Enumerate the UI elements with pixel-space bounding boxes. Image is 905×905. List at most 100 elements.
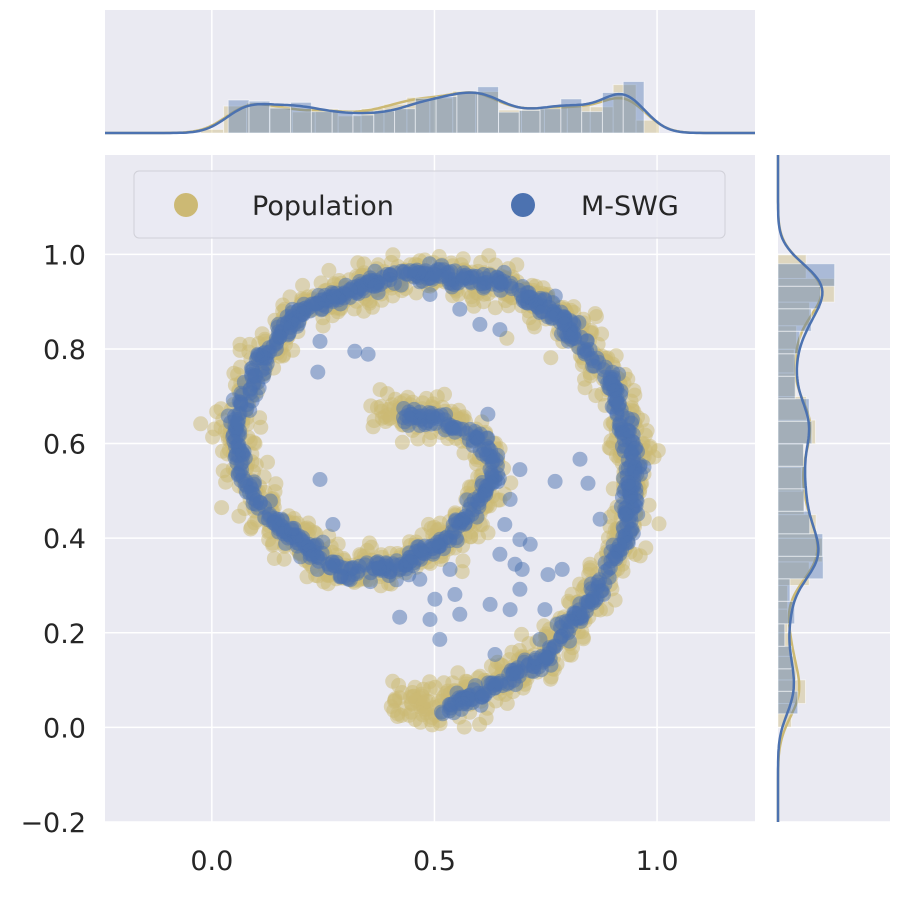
- point-m-swg: [265, 338, 281, 354]
- point-population: [390, 709, 405, 724]
- point-population: [651, 516, 667, 532]
- point-m-swg: [249, 493, 265, 509]
- point-m-swg: [602, 375, 618, 391]
- legend-box: [133, 170, 726, 239]
- point-m-swg: [485, 453, 501, 469]
- right-marginal: [776, 155, 836, 822]
- point-population: [394, 434, 410, 450]
- top-hist-bar-m-swg: [352, 114, 375, 134]
- point-population: [400, 389, 416, 405]
- top-hist-bar-population: [635, 119, 660, 134]
- point-m-swg: [502, 491, 518, 507]
- point-population: [315, 318, 331, 334]
- point-m-swg: [472, 316, 488, 332]
- point-m-swg: [563, 614, 579, 630]
- legend-label-population: Population: [252, 191, 394, 222]
- point-m-swg: [315, 534, 331, 550]
- point-population: [473, 255, 489, 270]
- point-m-swg: [619, 422, 635, 438]
- point-m-swg: [483, 475, 499, 491]
- point-population: [383, 410, 399, 426]
- x-tick-label: 0.0: [190, 846, 233, 877]
- point-m-swg: [441, 703, 457, 719]
- point-m-swg: [412, 571, 428, 587]
- point-m-swg: [447, 587, 463, 602]
- right-hist-bar-m-swg: [777, 308, 812, 332]
- point-population: [385, 288, 401, 304]
- point-population: [365, 419, 381, 435]
- point-m-swg: [621, 479, 637, 495]
- point-population: [478, 710, 494, 726]
- point-m-swg: [476, 687, 492, 703]
- right-hist-bar-m-swg: [777, 623, 786, 647]
- point-m-swg: [367, 278, 383, 294]
- point-m-swg: [452, 301, 468, 317]
- point-population: [193, 416, 209, 432]
- point-m-swg: [554, 561, 570, 577]
- point-m-swg: [492, 322, 508, 338]
- point-m-swg: [620, 460, 636, 476]
- point-m-swg: [612, 537, 627, 553]
- y-tick-label: 0.2: [43, 619, 86, 650]
- point-m-swg: [585, 358, 601, 374]
- point-m-swg: [427, 591, 443, 607]
- point-m-swg: [633, 466, 648, 482]
- point-m-swg: [230, 467, 246, 483]
- top-hist-bar-m-swg: [269, 107, 292, 134]
- point-population: [299, 569, 315, 585]
- point-population: [362, 535, 377, 551]
- top-hist-bar-m-swg: [435, 96, 458, 134]
- point-m-swg: [312, 472, 328, 487]
- right-hist-bar-m-swg: [777, 330, 801, 355]
- point-m-swg: [322, 560, 337, 576]
- point-m-swg: [497, 517, 513, 532]
- point-m-swg: [630, 506, 646, 522]
- point-population: [577, 380, 593, 396]
- point-m-swg: [469, 509, 485, 525]
- point-m-swg: [528, 650, 544, 666]
- tick-labels: 0.0 0.5 1.0 −0.2 0.0 0.2 0.4 0.6 0.8 1.0: [20, 240, 678, 877]
- point-m-swg: [597, 359, 613, 375]
- point-m-swg: [422, 612, 438, 627]
- point-population: [385, 673, 401, 689]
- point-population: [483, 658, 499, 674]
- point-m-swg: [547, 473, 563, 489]
- point-m-swg: [492, 546, 508, 562]
- point-m-swg: [509, 666, 525, 682]
- point-m-swg: [537, 602, 553, 618]
- point-m-swg: [548, 638, 564, 654]
- point-population: [403, 704, 419, 720]
- point-m-swg: [291, 313, 307, 329]
- point-population: [429, 389, 445, 405]
- point-m-swg: [227, 411, 243, 427]
- point-m-swg: [522, 536, 538, 552]
- point-m-swg: [389, 557, 404, 573]
- point-m-swg: [229, 455, 245, 471]
- point-population: [418, 693, 434, 709]
- point-m-swg: [478, 487, 494, 502]
- point-m-swg: [514, 561, 530, 577]
- top-hist-bar-m-swg: [497, 111, 520, 134]
- point-population: [410, 431, 426, 447]
- legend: Population M-SWG: [133, 170, 726, 239]
- x-tick-label: 1.0: [636, 846, 679, 877]
- point-m-swg: [628, 440, 644, 456]
- point-m-swg: [254, 362, 270, 378]
- point-population: [527, 319, 542, 335]
- point-m-swg: [392, 609, 408, 625]
- point-m-swg: [312, 333, 328, 349]
- point-population: [642, 440, 658, 456]
- point-m-swg: [596, 586, 611, 602]
- point-m-swg: [480, 430, 496, 446]
- point-m-swg: [561, 633, 577, 649]
- legend-label-mswg: M-SWG: [581, 191, 679, 222]
- point-m-swg: [458, 508, 474, 524]
- point-m-swg: [347, 343, 363, 359]
- point-population: [205, 429, 221, 445]
- point-m-swg: [456, 268, 472, 284]
- point-m-swg: [476, 280, 491, 296]
- point-m-swg: [462, 421, 478, 437]
- top-hist-bar-m-swg: [581, 111, 603, 134]
- point-m-swg: [475, 446, 491, 462]
